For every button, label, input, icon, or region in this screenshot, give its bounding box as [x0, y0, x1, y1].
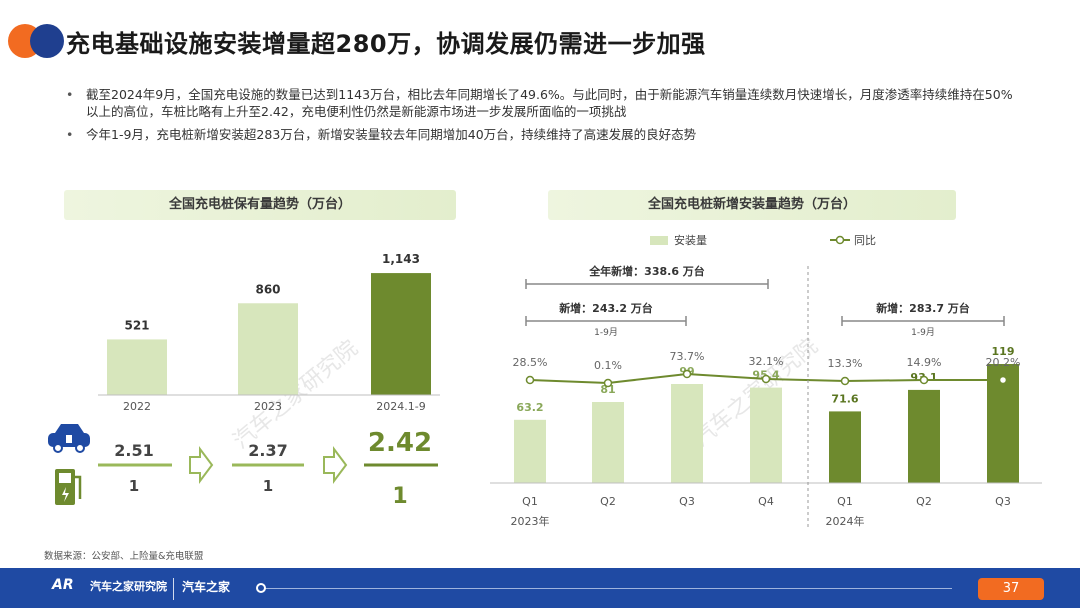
line-value-label: 28.5% — [513, 356, 548, 369]
x-tick-label: 2024.1-9 — [376, 400, 425, 413]
line-point — [682, 369, 692, 379]
annotation-subtext: 1-9月 — [911, 327, 935, 338]
footer-separator — [173, 578, 174, 600]
line-value-label: 32.1% — [749, 355, 784, 368]
x-tick-label: Q3 — [679, 495, 695, 508]
charger-icon — [55, 469, 82, 505]
range-annotation: 新增：283.7 万台 1-9月 — [841, 301, 1005, 338]
legend-label: 同比 — [854, 234, 876, 247]
line-value-label: 73.7% — [670, 350, 705, 363]
line-point — [998, 375, 1008, 385]
bar — [750, 387, 782, 483]
range-annotation: 全年新增：338.6 万台 — [525, 264, 769, 289]
line-point — [761, 374, 771, 384]
line-point — [525, 375, 535, 385]
bar — [592, 402, 624, 483]
right-chart-title: 全国充电桩新增安装量趋势（万台） — [548, 190, 956, 220]
bar-value-label: 521 — [124, 318, 149, 332]
bar — [908, 389, 940, 483]
x-tick-label: 2023 — [254, 400, 282, 413]
range-annotation: 新增：243.2 万台 1-9月 — [525, 301, 687, 338]
arrow-right-icon — [323, 446, 348, 484]
page-number: 37 — [978, 578, 1044, 600]
footer-right-brand: 汽车之家 — [182, 580, 231, 594]
annotation-text: 全年新增：338.6 万台 — [588, 264, 705, 278]
legend-swatch-bar — [650, 236, 668, 245]
bullet-item: 今年1-9月，充电桩新增安装超283万台，新增安装量较去年同期增加40万台，持续… — [64, 126, 1024, 143]
annotation-text: 新增：283.7 万台 — [876, 301, 970, 315]
annotation-text: 新增：243.2 万台 — [559, 301, 653, 315]
bullet-item: 截至2024年9月，全国充电设施的数量已达到1143万台，相比去年同期增长了49… — [64, 86, 1024, 120]
bar — [671, 384, 703, 483]
line-value-label: 13.3% — [828, 357, 863, 370]
x-tick-label: Q1 — [522, 495, 538, 508]
x-tick-label: Q2 — [916, 495, 932, 508]
line-point — [603, 378, 613, 388]
bar-value-label: 860 — [255, 282, 280, 296]
page-title: 充电基础设施安装增量超280万，协调发展仍需进一步加强 — [66, 30, 706, 58]
x-tick-label: Q3 — [995, 495, 1011, 508]
logo-blue-dot — [30, 24, 64, 58]
annotation-subtext: 1-9月 — [594, 327, 618, 338]
line-value-label: 20.2% — [986, 356, 1021, 369]
bar-value-label: 81 — [600, 383, 615, 396]
line-value-label: 14.9% — [907, 356, 942, 369]
bar — [829, 411, 861, 483]
line-value-label: 0.1% — [594, 359, 622, 372]
line-point — [919, 375, 929, 385]
x-group-label: 2023年 — [511, 514, 550, 528]
x-tick-label: Q2 — [600, 495, 616, 508]
ratio-bottom-value: 1 — [392, 484, 407, 509]
bar-value-label: 1,143 — [382, 252, 420, 266]
footer-brand: 汽车之家研究院 — [90, 580, 167, 593]
arrow-right-icon — [189, 446, 214, 484]
x-group-label: 2024年 — [826, 514, 865, 528]
bullet-list: 截至2024年9月，全国充电设施的数量已达到1143万台，相比去年同期增长了49… — [64, 86, 1024, 149]
left-chart-title: 全国充电桩保有量趋势（万台） — [64, 190, 456, 220]
footer-progress-line — [262, 588, 952, 589]
x-tick-label: Q1 — [837, 495, 853, 508]
footer-progress-knob — [256, 583, 266, 593]
footer-logo: AR — [52, 577, 74, 593]
bar — [107, 339, 167, 395]
data-source: 数据来源：公安部、上险量&充电联盟 — [44, 551, 204, 562]
x-tick-label: 2022 — [123, 400, 151, 413]
bar-value-label: 63.2 — [516, 401, 543, 414]
car-icon — [48, 424, 90, 453]
legend-label: 安装量 — [674, 233, 707, 247]
logo-mark — [8, 22, 68, 62]
ratio-top-value: 2.51 — [114, 441, 153, 460]
bar — [238, 303, 298, 395]
ratio-top-value: 2.37 — [248, 441, 287, 460]
bar-value-label: 119 — [992, 345, 1015, 358]
ratio-bottom-value: 1 — [263, 477, 273, 495]
bar — [371, 273, 431, 395]
x-tick-label: Q4 — [758, 495, 774, 508]
ratio-top-value: 2.42 — [368, 428, 432, 458]
ratio-bottom-value: 1 — [129, 477, 139, 495]
bar-value-label: 71.6 — [831, 392, 858, 405]
bar — [514, 419, 546, 483]
line-point — [840, 376, 850, 386]
